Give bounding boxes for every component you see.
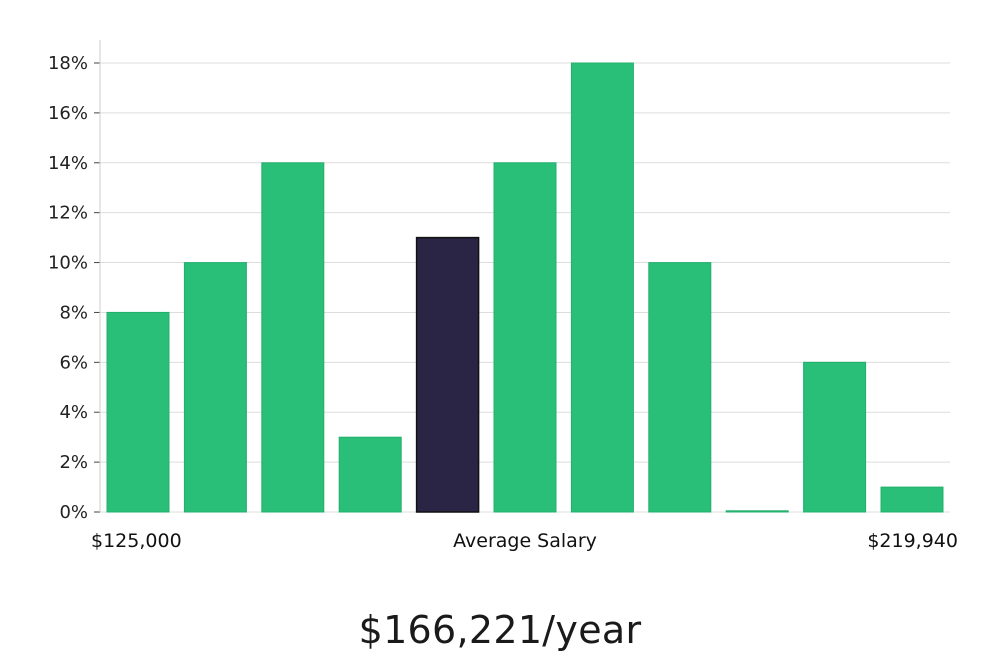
y-axis-ticks: 0% 2% 4% 6% 8% 10% 12% 14% 16% 18% [48, 53, 100, 523]
y-tick-label: 6% [59, 352, 88, 373]
bar [261, 162, 325, 513]
y-tick-label: 14% [48, 153, 88, 174]
average-salary-value: $166,221/year [358, 608, 642, 652]
bar [880, 486, 944, 513]
x-axis-title: Average Salary [453, 530, 597, 552]
bar [725, 510, 789, 513]
bar [493, 162, 557, 513]
y-tick-label: 16% [48, 103, 88, 124]
y-tick-label: 2% [59, 452, 88, 473]
y-tick-label: 0% [59, 502, 88, 523]
bar [648, 262, 712, 513]
bar-highlighted [415, 236, 480, 513]
x-max-label: $219,940 [867, 530, 958, 552]
bar [106, 311, 170, 513]
x-min-label: $125,000 [91, 530, 182, 552]
y-tick-label: 4% [59, 402, 88, 423]
bar [803, 361, 867, 513]
bars [106, 62, 944, 513]
salary-histogram: 0% 2% 4% 6% 8% 10% 12% 14% 16% 18% $125,000 Avera… [48, 40, 958, 552]
y-tick-label: 12% [48, 203, 88, 224]
bar [338, 436, 402, 513]
bar [183, 262, 247, 513]
y-tick-label: 8% [59, 302, 88, 323]
y-tick-label: 18% [48, 53, 88, 74]
y-tick-label: 10% [48, 253, 88, 274]
bar [570, 62, 634, 513]
